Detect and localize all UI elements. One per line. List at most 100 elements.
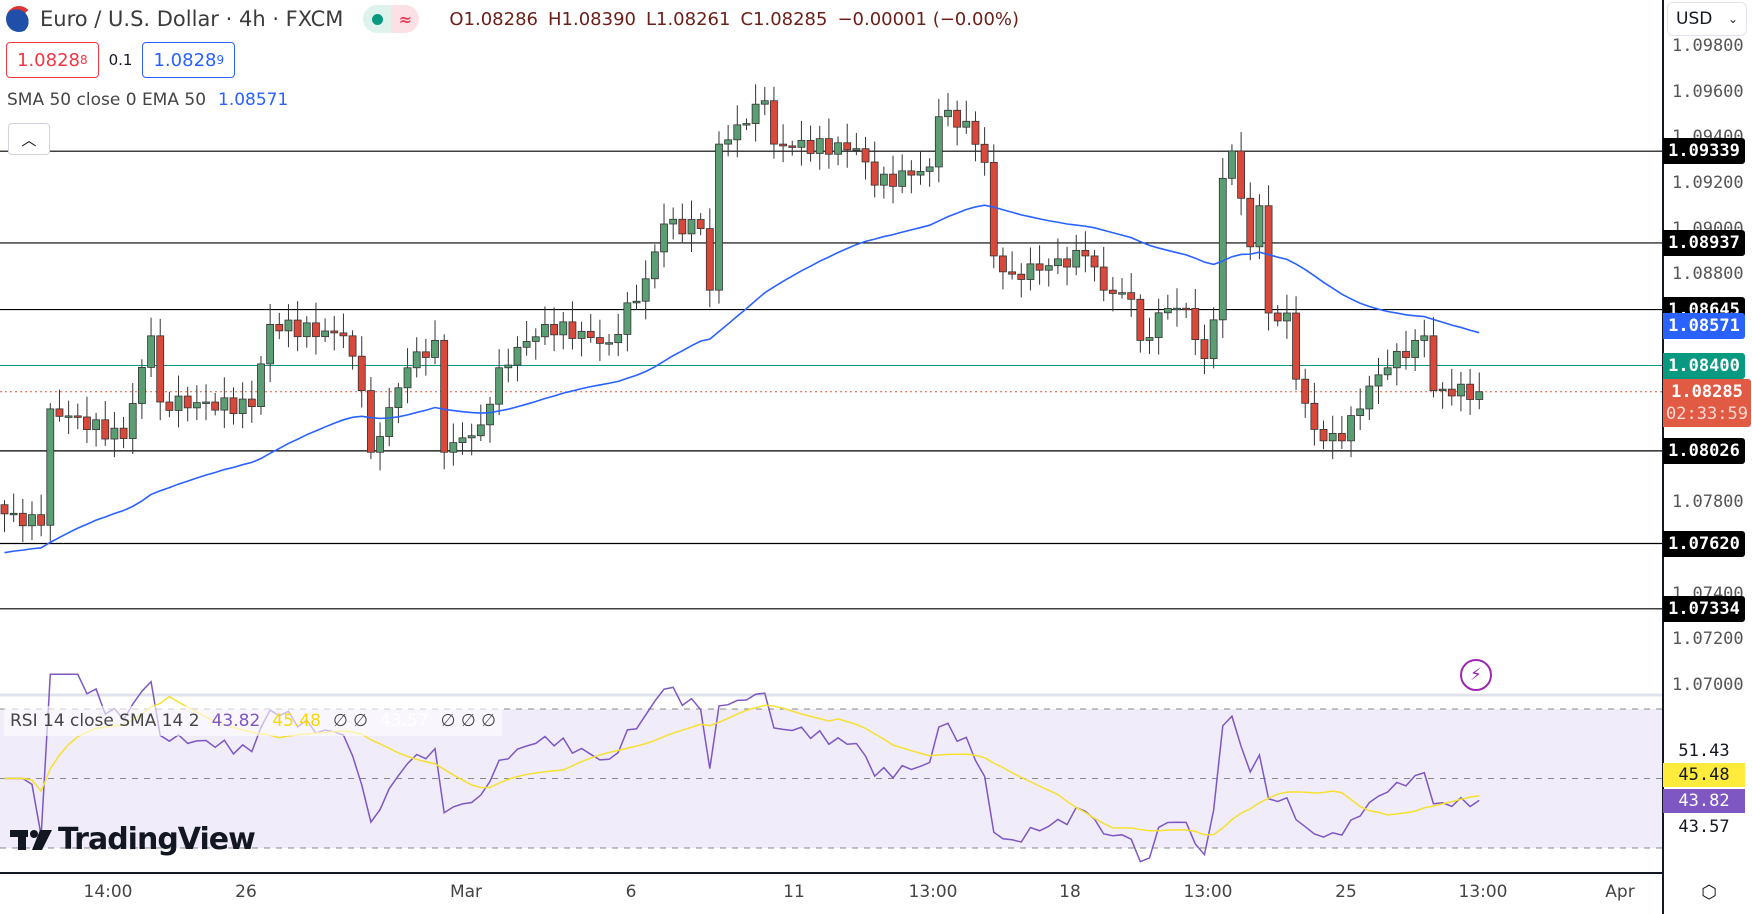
candle-up	[1218, 177, 1227, 321]
candle-up	[1255, 205, 1264, 248]
candle-down	[293, 319, 302, 338]
candle-up	[403, 367, 412, 389]
candle-down	[1429, 335, 1438, 392]
candle-down	[275, 324, 284, 332]
candle-down	[1081, 249, 1090, 257]
time-axis-label: 13:00	[1458, 882, 1508, 902]
candle-down	[339, 332, 348, 337]
rsi-axis-label: 45.48	[1663, 763, 1745, 787]
candle-up	[9, 512, 18, 516]
candle-up	[458, 437, 467, 444]
candle-up	[815, 138, 824, 154]
candle-up	[376, 436, 384, 453]
candle-up	[797, 139, 806, 148]
candle-up	[1283, 312, 1291, 322]
trade-panel: 1.0828 8 0.1 1.0828 9	[6, 42, 236, 78]
candle-up	[431, 339, 439, 358]
candle-up	[916, 170, 925, 176]
candle-down	[1200, 339, 1209, 360]
candle-down	[1090, 255, 1099, 268]
candle-down	[999, 255, 1007, 273]
candle-down	[1301, 378, 1310, 404]
time-axis-label: 14:00	[83, 882, 133, 902]
sell-button[interactable]: 1.0828 8	[6, 42, 99, 78]
rsi-legend[interactable]: RSI 14 close SMA 14 2 43.82 45.48 ∅ ∅ 43…	[4, 706, 502, 736]
price-tick-label: 1.08800	[1672, 264, 1744, 285]
candle-up	[724, 139, 733, 145]
candle-down	[421, 351, 430, 358]
level-price-tag: 1.08937	[1663, 229, 1745, 256]
indicator-value: 1.08571	[218, 90, 289, 110]
rsi-line	[4, 673, 1480, 863]
symbol-title[interactable]: Euro / U.S. Dollar · 4h · FXCM	[40, 7, 344, 31]
ema-line	[4, 204, 1480, 554]
collapse-legend-button[interactable]: ︿	[8, 123, 50, 155]
candle-down	[0, 504, 9, 515]
ema-price-tag: 1.08571	[1663, 313, 1745, 340]
candle-up	[1054, 258, 1062, 267]
candle-up	[220, 397, 229, 411]
candle-up	[266, 324, 275, 365]
market-open-icon[interactable]	[363, 5, 392, 33]
candle-down	[1017, 273, 1026, 280]
candle-down	[1310, 402, 1319, 430]
candle-up	[898, 170, 907, 187]
chart-settings-icon[interactable]: ⬡	[1701, 882, 1717, 903]
sell-price: 1.0828	[17, 49, 80, 71]
rsi-axis-label: 43.57	[1678, 817, 1730, 837]
ohlc-values: O1.08286 H1.08390 L1.08261 C1.08285 −0.0…	[449, 9, 1019, 30]
price-tick-label: 1.09200	[1672, 172, 1744, 193]
candle-down	[678, 218, 687, 235]
price-chart[interactable]	[0, 0, 1662, 914]
candle-up	[944, 109, 952, 118]
candle-down	[1127, 292, 1136, 300]
time-axis-label: Mar	[449, 882, 483, 902]
time-axis-label: 11	[783, 882, 805, 902]
price-tick-label: 1.07200	[1672, 629, 1744, 650]
candle-down	[357, 355, 366, 392]
candle-up	[1438, 388, 1447, 392]
candle-up	[192, 402, 201, 409]
candle-up	[559, 321, 568, 336]
candle-up	[1420, 335, 1429, 341]
candle-up	[284, 319, 293, 332]
alert-price-tag: 1.08400	[1663, 352, 1745, 379]
symbol-header: Euro / U.S. Dollar · 4h · FXCM ≈ O1.0828…	[6, 4, 1019, 34]
candle-down	[229, 397, 238, 415]
currency-select[interactable]: USD ⌄	[1667, 2, 1747, 36]
candle-up	[751, 103, 760, 124]
candle-up	[64, 415, 73, 418]
candle-down	[907, 170, 916, 176]
rsi-empty-values-2: ∅ ∅ ∅	[440, 711, 496, 731]
candle-down	[37, 514, 46, 526]
rsi-band-value: 43.57	[379, 711, 429, 731]
candle-up	[128, 403, 137, 439]
candle-down	[1136, 298, 1145, 341]
current-price: 1.08285	[1671, 381, 1743, 402]
candle-down	[779, 143, 787, 147]
candle-down	[586, 330, 595, 338]
candle-up	[476, 424, 485, 437]
time-axis-label: 6	[625, 882, 637, 902]
candle-down	[1182, 307, 1191, 311]
lightning-icon[interactable]: ⚡	[1460, 659, 1492, 691]
buy-button[interactable]: 1.0828 9	[142, 42, 236, 78]
candle-down	[1466, 383, 1474, 400]
candle-up	[1163, 308, 1172, 314]
rsi-label: RSI 14 close SMA 14 2	[10, 711, 200, 731]
tradingview-logo[interactable]: TradingView	[10, 822, 256, 857]
candle-up	[531, 336, 540, 342]
delayed-data-icon[interactable]: ≈	[391, 5, 420, 33]
currency-value: USD	[1676, 9, 1713, 29]
candle-down	[1337, 432, 1346, 442]
candle-down	[330, 330, 339, 334]
candle-up	[110, 427, 119, 440]
candle-down	[1402, 350, 1410, 358]
candle-up	[147, 335, 155, 368]
candle-up	[202, 401, 210, 404]
candle-up	[449, 442, 458, 453]
candle-up	[925, 166, 934, 172]
candle-down	[366, 390, 375, 453]
candle-up	[394, 387, 403, 409]
indicator-legend[interactable]: SMA 50 close 0 EMA 50 1.08571	[7, 90, 288, 110]
